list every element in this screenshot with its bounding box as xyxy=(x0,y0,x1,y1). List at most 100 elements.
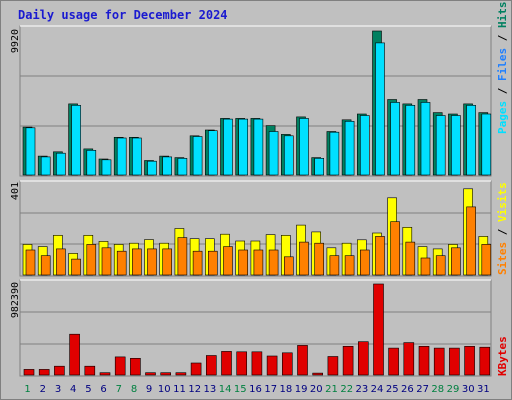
bar-sites-day-28 xyxy=(435,255,446,276)
bar-pages-day-19 xyxy=(299,118,309,176)
bar-kbytes-day-12 xyxy=(190,362,202,376)
bar-pages-day-15 xyxy=(238,118,248,176)
bar-sites-day-12 xyxy=(192,250,203,276)
bar-pages-day-23 xyxy=(359,115,370,176)
x-tick-day-16: 16 xyxy=(249,384,262,395)
panel-1-legend: Pages / Files / Hits xyxy=(496,2,509,135)
x-tick-day-15: 15 xyxy=(234,384,247,395)
bar-pages-day-22 xyxy=(344,121,355,176)
bar-kbytes-day-10 xyxy=(160,372,171,376)
x-tick-day-9: 9 xyxy=(146,384,152,395)
bar-kbytes-day-16 xyxy=(251,351,263,376)
bar-sites-day-11 xyxy=(177,237,188,276)
bar-pages-day-13 xyxy=(208,130,218,176)
x-tick-day-2: 2 xyxy=(40,384,46,395)
bar-sites-day-29 xyxy=(451,247,461,276)
bar-pages-day-24 xyxy=(375,42,385,176)
bar-kbytes-day-31 xyxy=(479,346,491,376)
bar-sites-day-15 xyxy=(238,249,248,276)
bar-sites-day-13 xyxy=(208,250,218,276)
bar-pages-day-10 xyxy=(162,156,172,176)
bar-kbytes-day-1 xyxy=(23,369,35,376)
x-tick-day-5: 5 xyxy=(85,384,91,395)
bar-pages-day-14 xyxy=(223,118,233,176)
bar-kbytes-day-17 xyxy=(266,355,278,376)
bar-pages-day-2 xyxy=(40,156,51,176)
bar-pages-day-29 xyxy=(451,115,461,176)
x-tick-day-10: 10 xyxy=(158,384,171,395)
bar-pages-day-20 xyxy=(314,158,325,176)
x-tick-day-23: 23 xyxy=(356,384,369,395)
legend-sites: Sites xyxy=(496,242,509,275)
legend-kbytes: KBytes xyxy=(496,336,509,376)
bar-pages-day-7 xyxy=(116,137,127,176)
bar-pages-day-5 xyxy=(86,150,97,176)
bar-pages-day-26 xyxy=(405,105,416,176)
bar-kbytes-day-29 xyxy=(449,347,460,376)
bar-sites-day-7 xyxy=(116,250,127,276)
bar-kbytes-day-19 xyxy=(297,345,308,376)
bar-sites-day-17 xyxy=(268,249,279,276)
bar-sites-day-8 xyxy=(132,248,142,276)
bar-pages-day-25 xyxy=(390,102,400,176)
x-tick-day-19: 19 xyxy=(295,384,308,395)
bar-kbytes-day-2 xyxy=(38,369,50,376)
bar-sites-day-31 xyxy=(481,244,492,276)
x-tick-day-17: 17 xyxy=(264,384,277,395)
bar-sites-day-9 xyxy=(147,248,157,276)
bar-pages-day-4 xyxy=(71,105,81,176)
x-tick-day-27: 27 xyxy=(416,384,429,395)
panel-3-legend: KBytes xyxy=(496,336,509,376)
bar-pages-day-27 xyxy=(420,102,431,176)
legend-separator: / xyxy=(496,28,509,48)
bar-sites-day-14 xyxy=(223,246,233,276)
bar-kbytes-day-23 xyxy=(357,341,369,376)
bar-sites-day-5 xyxy=(86,244,97,276)
bar-pages-day-17 xyxy=(268,131,279,176)
bar-sites-day-16 xyxy=(253,249,264,276)
bar-sites-day-22 xyxy=(344,255,355,276)
bar-kbytes-day-5 xyxy=(84,365,96,376)
x-tick-day-26: 26 xyxy=(401,384,414,395)
bar-pages-day-9 xyxy=(147,160,157,176)
x-tick-day-21: 21 xyxy=(325,384,338,395)
chart-title: Daily usage for December 2024 xyxy=(18,8,228,22)
bar-kbytes-day-25 xyxy=(388,347,399,376)
bar-kbytes-day-26 xyxy=(403,342,415,376)
bar-sites-day-20 xyxy=(314,242,325,276)
x-tick-day-25: 25 xyxy=(386,384,399,395)
bar-pages-day-28 xyxy=(435,115,446,176)
bar-kbytes-day-30 xyxy=(464,345,475,376)
x-tick-day-24: 24 xyxy=(371,384,384,395)
bar-pages-day-3 xyxy=(56,152,66,176)
bar-pages-day-11 xyxy=(177,158,188,176)
x-tick-day-3: 3 xyxy=(55,384,61,395)
legend-separator: / xyxy=(496,222,509,242)
x-tick-day-20: 20 xyxy=(310,384,323,395)
bar-kbytes-day-27 xyxy=(418,345,430,376)
x-tick-day-4: 4 xyxy=(70,384,76,395)
x-tick-day-1: 1 xyxy=(24,384,30,395)
x-tick-day-18: 18 xyxy=(280,384,293,395)
x-tick-day-11: 11 xyxy=(173,384,186,395)
panel-1-ymax-label: 9920 xyxy=(10,29,21,53)
bar-kbytes-day-28 xyxy=(433,347,445,376)
bar-sites-day-10 xyxy=(162,248,172,276)
bar-pages-day-1 xyxy=(25,127,36,176)
panel-2-legend: Sites / Visits xyxy=(496,182,509,275)
bar-sites-day-4 xyxy=(71,258,81,276)
bar-kbytes-day-11 xyxy=(175,372,187,376)
bar-sites-day-26 xyxy=(405,241,416,276)
bar-kbytes-day-9 xyxy=(145,372,156,376)
legend-files: Files xyxy=(496,48,509,81)
x-tick-day-7: 7 xyxy=(116,384,122,395)
bar-pages-day-8 xyxy=(132,137,142,176)
bar-kbytes-day-18 xyxy=(281,352,293,376)
bar-kbytes-day-4 xyxy=(69,333,80,376)
legend-pages: Pages xyxy=(496,101,509,134)
x-tick-day-22: 22 xyxy=(340,384,353,395)
bar-pages-day-6 xyxy=(101,159,112,176)
bar-pages-day-12 xyxy=(192,136,203,176)
bar-sites-day-27 xyxy=(420,257,431,276)
